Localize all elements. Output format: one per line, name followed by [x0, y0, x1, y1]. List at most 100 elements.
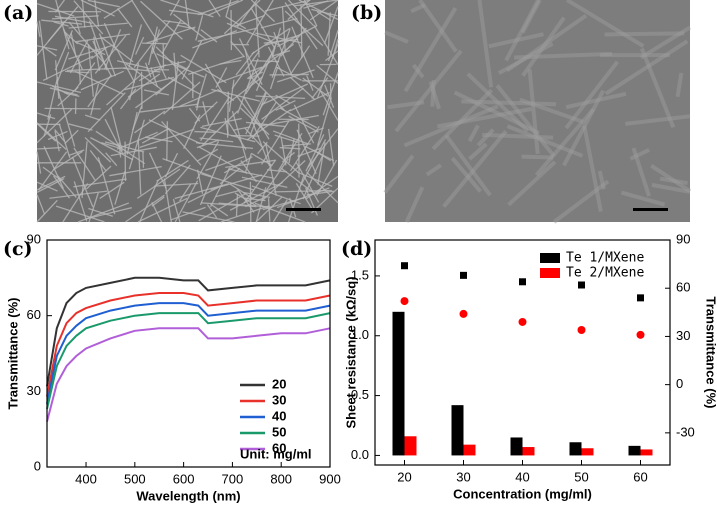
- fiber: [169, 0, 180, 16]
- fiber: [148, 119, 201, 145]
- bar: [463, 444, 476, 456]
- fiber: [151, 196, 165, 207]
- fiber: [54, 30, 73, 71]
- fiber: [73, 0, 104, 35]
- panel-label: (c): [3, 238, 33, 260]
- fiber: [394, 49, 463, 133]
- fiber: [141, 127, 170, 144]
- x-axis-label: Wavelength (nm): [136, 488, 240, 503]
- fiber: [164, 152, 179, 178]
- fiber: [241, 176, 288, 189]
- fiber: [199, 137, 234, 143]
- fiber: [639, 47, 676, 129]
- fiber: [208, 0, 221, 17]
- fiber: [36, 178, 65, 193]
- fiber: [245, 52, 273, 95]
- fiber: [154, 182, 199, 187]
- fiber: [137, 197, 188, 223]
- fiber: [235, 51, 255, 76]
- fiber: [295, 162, 320, 203]
- x-axis-label: Concentration (mg/ml): [453, 486, 592, 501]
- fiber: [135, 36, 145, 55]
- fiber: [210, 203, 229, 217]
- fiber: [468, 142, 488, 161]
- fiber: [36, 175, 66, 191]
- fiber: [255, 3, 260, 58]
- fiber: [305, 134, 325, 172]
- bar: [522, 447, 535, 456]
- fiber: [57, 86, 79, 107]
- fiber: [506, 124, 584, 158]
- fiber: [99, 181, 125, 200]
- fiber: [164, 164, 191, 195]
- x-tick-label: 30: [456, 469, 470, 484]
- fiber: [324, 84, 335, 108]
- fiber: [288, 115, 319, 133]
- legend-swatch: [540, 253, 560, 263]
- fiber: [68, 22, 128, 29]
- fiber: [297, 147, 322, 157]
- fiber: [507, 160, 557, 207]
- fiber: [95, 130, 146, 165]
- fiber: [87, 74, 112, 108]
- fiber: [231, 134, 260, 137]
- fiber: [97, 157, 116, 215]
- fiber: [521, 154, 554, 160]
- panel-label: (d): [341, 238, 372, 260]
- fiber: [236, 0, 258, 28]
- fiber: [629, 148, 650, 161]
- fiber: [277, 132, 303, 171]
- fiber: [552, 179, 610, 224]
- fiber: [437, 107, 532, 129]
- fiber: [163, 81, 201, 115]
- fiber: [450, 156, 482, 193]
- fiber: [86, 165, 112, 190]
- fiber: [42, 55, 94, 81]
- fiber: [110, 107, 123, 152]
- fiber: [272, 199, 288, 223]
- fiber: [219, 167, 241, 185]
- fiber: [231, 50, 260, 90]
- fiber: [384, 30, 409, 44]
- fiber: [307, 128, 339, 168]
- x-tick-label: 60: [633, 469, 647, 484]
- scale-bar: [286, 208, 321, 211]
- fiber: [181, 40, 203, 80]
- bar: [404, 436, 417, 456]
- fiber: [179, 183, 192, 202]
- fiber: [172, 198, 181, 223]
- fiber: [38, 151, 68, 191]
- fiber: [88, 207, 113, 217]
- x-tick-label: 400: [75, 471, 97, 486]
- fiber: [74, 70, 124, 95]
- fiber: [306, 190, 334, 196]
- fiber: [244, 127, 264, 149]
- fiber: [271, 28, 291, 78]
- fiber: [453, 90, 540, 135]
- fiber: [80, 0, 115, 17]
- fiber: [235, 95, 265, 132]
- fiber: [327, 128, 335, 167]
- y-tick-label: 0: [34, 458, 41, 473]
- fiber: [300, 139, 327, 186]
- fiber: [81, 0, 86, 28]
- fiber: [289, 45, 311, 75]
- bar: [581, 448, 594, 456]
- fiber: [316, 11, 332, 22]
- bar: [628, 445, 641, 456]
- fiber: [71, 156, 94, 208]
- sem-texture: [383, 0, 692, 224]
- panel-label: (b): [351, 2, 382, 24]
- fiber: [444, 134, 492, 197]
- fiber: [74, 17, 81, 35]
- fiber: [173, 52, 177, 82]
- scatter-point: [460, 271, 467, 279]
- fiber: [327, 30, 339, 62]
- fiber: [264, 34, 300, 47]
- fiber: [659, 176, 688, 186]
- fiber: [205, 155, 245, 171]
- fiber: [37, 146, 62, 150]
- fiber: [183, 114, 201, 149]
- fiber: [55, 0, 70, 50]
- scatter-point: [577, 326, 586, 334]
